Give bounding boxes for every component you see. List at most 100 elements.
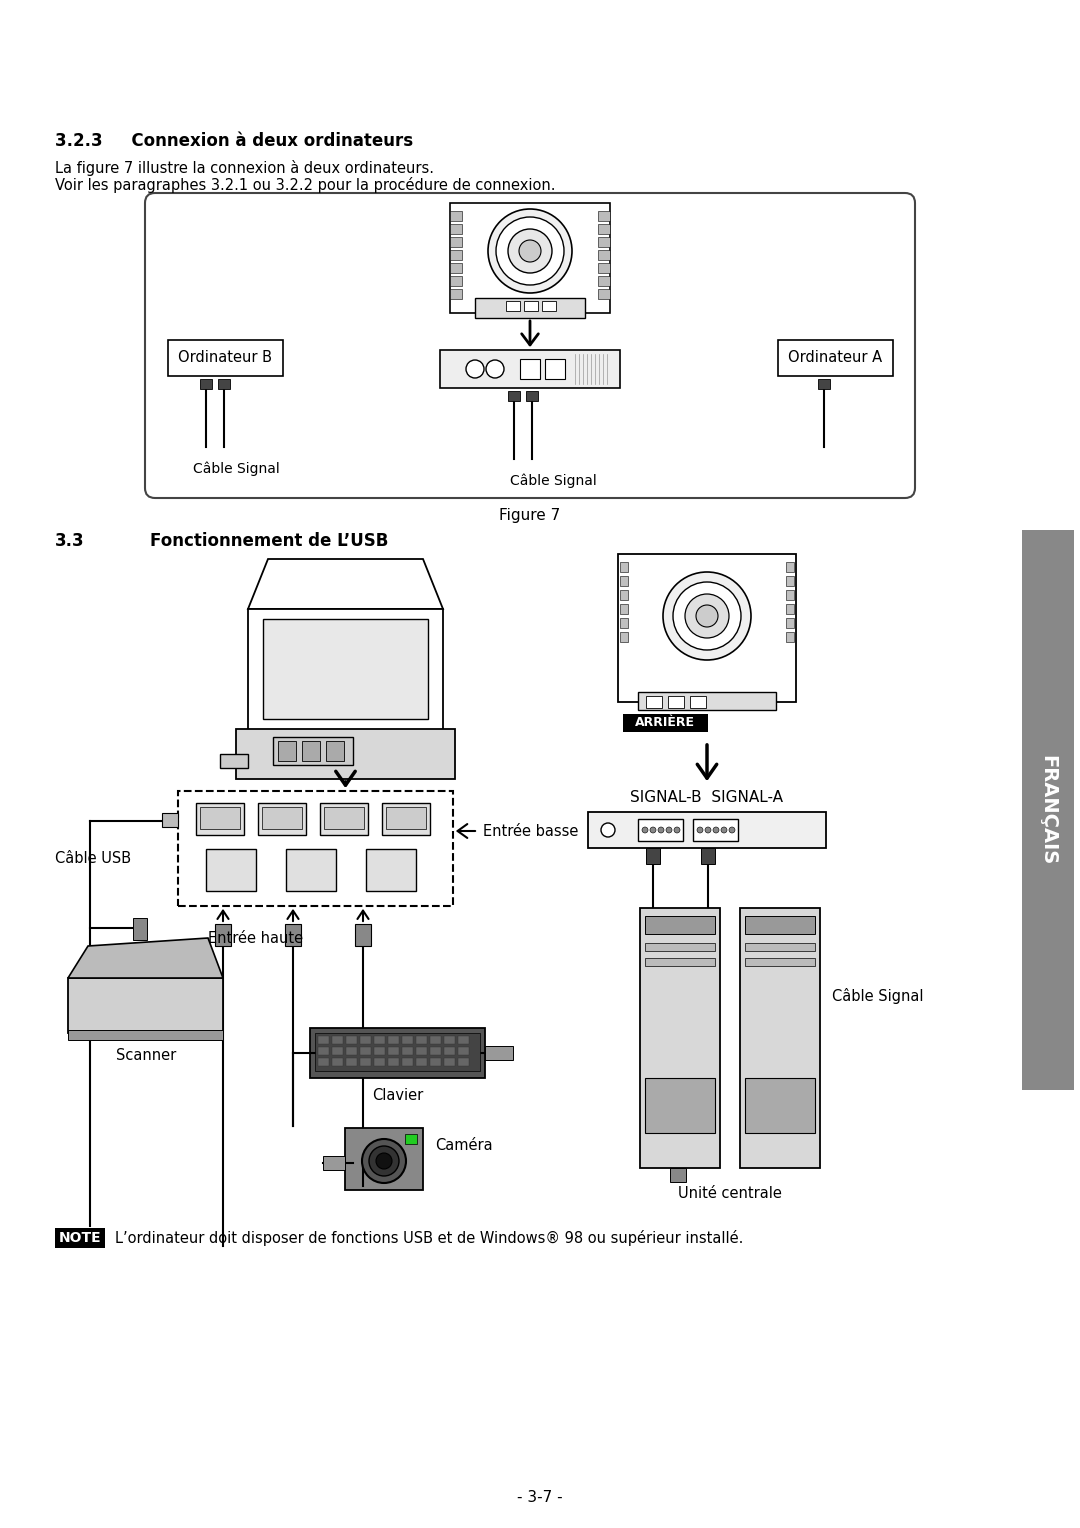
Text: Entrée haute: Entrée haute <box>208 931 303 946</box>
Circle shape <box>486 361 504 377</box>
Circle shape <box>650 827 656 833</box>
Bar <box>1022 530 1074 1089</box>
Bar <box>444 1036 455 1044</box>
Ellipse shape <box>685 594 729 639</box>
Bar <box>430 1047 441 1054</box>
Bar <box>346 1057 357 1067</box>
Bar <box>430 1036 441 1044</box>
Bar <box>332 1036 343 1044</box>
Bar <box>645 958 715 966</box>
Bar <box>598 225 610 234</box>
Bar <box>588 811 826 848</box>
Bar <box>450 251 462 260</box>
Text: Voir les paragraphes 3.2.1 ou 3.2.2 pour la procédure de connexion.: Voir les paragraphes 3.2.1 ou 3.2.2 pour… <box>55 177 555 193</box>
Bar <box>786 604 794 614</box>
Text: Unité centrale: Unité centrale <box>678 1186 782 1201</box>
Bar <box>620 604 627 614</box>
Bar <box>430 1057 441 1067</box>
Bar <box>598 251 610 260</box>
Ellipse shape <box>508 229 552 274</box>
Bar <box>215 924 231 946</box>
Bar <box>320 804 368 834</box>
Circle shape <box>658 827 664 833</box>
Bar <box>645 1077 715 1132</box>
Bar <box>458 1036 469 1044</box>
Text: Câble Signal: Câble Signal <box>510 474 597 487</box>
Polygon shape <box>68 938 222 978</box>
Bar <box>450 277 462 286</box>
Bar <box>638 692 777 711</box>
Bar <box>598 263 610 274</box>
Circle shape <box>362 1138 406 1183</box>
Bar <box>526 391 538 400</box>
Bar <box>450 289 462 299</box>
Bar <box>786 562 794 571</box>
Bar <box>450 203 610 313</box>
Bar <box>273 736 353 766</box>
Bar <box>178 792 453 906</box>
Bar <box>388 1047 399 1054</box>
Bar <box>450 211 462 222</box>
Bar <box>646 848 660 863</box>
Bar <box>310 1028 485 1077</box>
Bar <box>168 341 283 376</box>
FancyBboxPatch shape <box>145 193 915 498</box>
Circle shape <box>729 827 735 833</box>
Text: Câble Signal: Câble Signal <box>832 989 923 1004</box>
Bar <box>195 804 244 834</box>
Bar <box>386 807 426 830</box>
Bar <box>690 695 706 707</box>
Bar <box>475 298 585 318</box>
Bar <box>670 1167 686 1183</box>
Bar <box>745 958 815 966</box>
Text: 3.3: 3.3 <box>55 532 84 550</box>
Bar <box>324 807 364 830</box>
Ellipse shape <box>663 571 751 660</box>
Bar <box>162 813 178 827</box>
Bar <box>405 1134 417 1144</box>
Bar <box>68 1030 222 1041</box>
Bar <box>524 301 538 312</box>
Bar <box>55 1229 105 1248</box>
Bar <box>786 576 794 587</box>
Bar <box>346 1036 357 1044</box>
Circle shape <box>721 827 727 833</box>
Bar <box>237 729 455 779</box>
Bar <box>646 695 662 707</box>
Bar <box>444 1057 455 1067</box>
Bar <box>402 1036 413 1044</box>
Text: NOTE: NOTE <box>58 1232 102 1245</box>
Bar <box>458 1057 469 1067</box>
Bar <box>638 819 683 840</box>
Ellipse shape <box>519 240 541 261</box>
Bar <box>778 341 893 376</box>
Bar <box>374 1057 384 1067</box>
Bar <box>285 924 301 946</box>
Bar <box>318 1057 329 1067</box>
Circle shape <box>666 827 672 833</box>
Bar <box>402 1057 413 1067</box>
Bar <box>598 211 610 222</box>
Bar <box>645 943 715 950</box>
Bar <box>450 263 462 274</box>
Bar <box>318 1036 329 1044</box>
Circle shape <box>697 827 703 833</box>
Bar <box>745 1077 815 1132</box>
Bar <box>444 1047 455 1054</box>
Circle shape <box>600 824 615 837</box>
Bar <box>542 301 556 312</box>
Bar <box>323 1157 345 1170</box>
Circle shape <box>642 827 648 833</box>
Bar <box>786 617 794 628</box>
Bar <box>740 908 820 1167</box>
Bar <box>326 741 345 761</box>
Bar <box>669 695 684 707</box>
Bar <box>248 610 443 749</box>
Polygon shape <box>248 559 443 610</box>
Bar <box>620 576 627 587</box>
Bar <box>286 850 336 891</box>
Bar <box>262 807 302 830</box>
Bar <box>508 391 519 400</box>
Bar <box>206 850 256 891</box>
Bar <box>598 289 610 299</box>
